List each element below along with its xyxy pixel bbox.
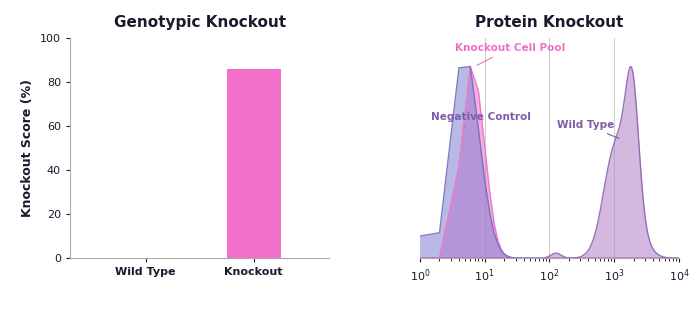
Bar (227, 69, 281, 258)
Text: Negative Control: Negative Control (431, 112, 531, 127)
Text: Wild Type: Wild Type (556, 120, 619, 138)
Text: Knockout Cell Pool: Knockout Cell Pool (455, 43, 566, 65)
Y-axis label: Knockout Score (%): Knockout Score (%) (22, 79, 34, 217)
Title: Protein Knockout: Protein Knockout (475, 15, 624, 30)
Title: Genotypic Knockout: Genotypic Knockout (113, 15, 286, 30)
